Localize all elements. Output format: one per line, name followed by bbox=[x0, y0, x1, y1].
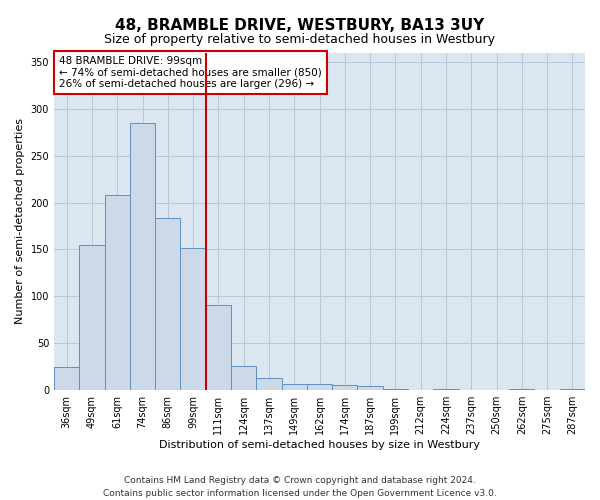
Text: Contains HM Land Registry data © Crown copyright and database right 2024.
Contai: Contains HM Land Registry data © Crown c… bbox=[103, 476, 497, 498]
Bar bbox=[104, 195, 130, 390]
Bar bbox=[155, 218, 181, 390]
Bar bbox=[307, 384, 332, 390]
Bar bbox=[54, 366, 79, 390]
Text: 48 BRAMBLE DRIVE: 99sqm
← 74% of semi-detached houses are smaller (850)
26% of s: 48 BRAMBLE DRIVE: 99sqm ← 74% of semi-de… bbox=[59, 56, 322, 89]
Bar bbox=[383, 389, 408, 390]
Bar bbox=[332, 386, 358, 390]
Bar bbox=[231, 366, 256, 390]
Bar bbox=[79, 244, 104, 390]
Bar bbox=[256, 378, 281, 390]
Bar bbox=[509, 389, 535, 390]
Bar bbox=[181, 248, 206, 390]
Y-axis label: Number of semi-detached properties: Number of semi-detached properties bbox=[15, 118, 25, 324]
Bar bbox=[206, 304, 231, 390]
Bar bbox=[281, 384, 307, 390]
Text: Size of property relative to semi-detached houses in Westbury: Size of property relative to semi-detach… bbox=[104, 32, 496, 46]
Bar bbox=[358, 386, 383, 390]
X-axis label: Distribution of semi-detached houses by size in Westbury: Distribution of semi-detached houses by … bbox=[159, 440, 480, 450]
Bar bbox=[130, 123, 155, 390]
Text: 48, BRAMBLE DRIVE, WESTBURY, BA13 3UY: 48, BRAMBLE DRIVE, WESTBURY, BA13 3UY bbox=[115, 18, 485, 32]
Bar bbox=[433, 389, 458, 390]
Bar bbox=[560, 389, 585, 390]
